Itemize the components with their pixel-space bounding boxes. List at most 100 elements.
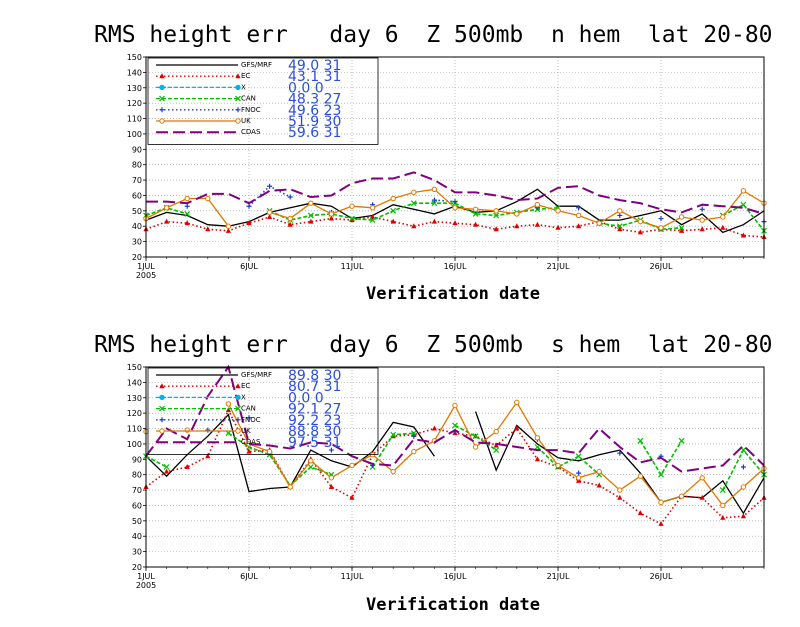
- data-point-ec: [184, 220, 190, 226]
- series-line-gfsmrf: [474, 411, 765, 515]
- y-tick-label: 60: [132, 191, 142, 200]
- data-point-fnoc: [576, 205, 582, 211]
- x-tick-label: 11JUL: [341, 572, 364, 581]
- data-point-can: [431, 200, 438, 207]
- legend-marker: [159, 394, 165, 401]
- data-point-can: [163, 464, 170, 470]
- y-tick-label: 60: [132, 501, 142, 510]
- data-point-uk: [596, 220, 602, 226]
- legend-marker: [159, 383, 165, 389]
- data-point-uk: [617, 487, 623, 493]
- data-point-uk: [205, 195, 211, 202]
- y-tick-label: 30: [132, 238, 142, 247]
- y-tick-label: 100: [127, 130, 142, 139]
- legend-entry-value: 88.8 30: [288, 424, 341, 440]
- data-point-ec: [164, 218, 170, 224]
- data-point-uk: [225, 401, 232, 407]
- data-point-can: [534, 444, 541, 450]
- data-point-uk: [431, 186, 438, 193]
- legend-marker: [235, 383, 241, 389]
- data-point-ec: [720, 224, 726, 230]
- data-point-ec: [596, 482, 602, 488]
- data-point-can: [369, 217, 376, 224]
- y-tick-label: 150: [127, 53, 142, 62]
- legend-marker: [235, 417, 241, 423]
- data-point-ec: [493, 442, 499, 448]
- legend-entry-value: 0.0 0: [288, 390, 324, 406]
- legend-entry-value: 43.1 31: [288, 69, 341, 85]
- y-tick-label: 40: [132, 532, 142, 541]
- legend-entry-value: 48.3 27: [288, 92, 341, 108]
- legend-entry-name: CAN: [241, 405, 256, 413]
- legend-entry-value: 92.1 27: [288, 402, 341, 418]
- data-point-ec: [740, 232, 746, 238]
- series-line-can: [722, 448, 765, 491]
- data-point-uk: [411, 448, 417, 455]
- data-point-can: [184, 210, 191, 217]
- data-point-uk: [534, 201, 541, 208]
- data-point-ec: [328, 484, 334, 489]
- y-tick-label: 120: [127, 409, 142, 418]
- data-point-ec: [287, 221, 293, 227]
- data-point-can: [493, 212, 500, 219]
- legend-entry-name: UK: [241, 117, 251, 125]
- data-point-ec: [349, 217, 355, 223]
- legend-entry-value: 92.2 23: [288, 413, 341, 429]
- data-point-can: [616, 223, 623, 230]
- y-tick-label: 110: [127, 425, 142, 434]
- data-point-can: [637, 437, 644, 444]
- series-line-cdas: [146, 171, 765, 215]
- data-point-can: [740, 201, 747, 208]
- data-point-fnoc: [699, 206, 705, 212]
- data-point-uk: [555, 208, 561, 214]
- data-point-ec: [411, 223, 417, 229]
- chart-panel-north: 20 30 40 50 60 70 80 90 100 110 120 130 140 150 1JUL20…: [127, 53, 767, 280]
- y-tick-label: 80: [132, 161, 142, 170]
- x-tick-label: 26JUL: [650, 572, 673, 581]
- legend-box: [147, 367, 379, 455]
- data-point-ec: [514, 223, 520, 229]
- legend-entry-value: 59.6 31: [288, 125, 341, 141]
- y-tick-label: 140: [127, 68, 142, 77]
- data-point-ec: [164, 468, 170, 474]
- data-point-fnoc: [740, 464, 746, 470]
- data-point-uk: [390, 468, 396, 475]
- data-point-uk: [699, 475, 705, 481]
- data-point-ec: [617, 494, 623, 500]
- data-point-fnoc: [267, 183, 273, 189]
- data-point-uk: [575, 475, 582, 481]
- data-point-can: [390, 207, 397, 214]
- legend-entry-name: EC: [241, 72, 250, 80]
- data-point-uk: [740, 484, 747, 490]
- legend-entry-name: CDAS: [241, 128, 261, 136]
- legend-marker: [235, 84, 241, 91]
- data-point-uk: [493, 208, 499, 214]
- data-point-uk: [452, 402, 458, 409]
- y-tick-label: 80: [132, 471, 142, 480]
- data-point-uk: [555, 462, 561, 469]
- data-point-uk: [534, 435, 541, 441]
- data-point-uk: [452, 205, 458, 211]
- data-point-ec: [246, 220, 252, 226]
- data-point-ec: [349, 494, 355, 500]
- legend-entry-value: 0.0 0: [288, 80, 324, 96]
- data-point-can: [658, 471, 664, 478]
- data-point-fnoc: [205, 427, 211, 433]
- data-point-ec: [205, 453, 211, 459]
- data-point-can: [678, 437, 685, 444]
- data-point-can: [307, 212, 314, 219]
- data-point-ec: [699, 226, 705, 232]
- series-line-cdas: [145, 364, 765, 473]
- data-point-uk: [266, 209, 273, 216]
- legend-entry-name: GFS/MRF: [241, 371, 272, 379]
- legend-entry-name: GFS/MRF: [241, 61, 272, 69]
- data-point-ec: [534, 221, 540, 227]
- legend-marker: [235, 107, 241, 113]
- y-tick-label: 70: [132, 486, 142, 495]
- data-point-ec: [308, 218, 314, 224]
- data-point-ec: [370, 214, 376, 219]
- legend-marker: [159, 428, 165, 434]
- data-point-uk: [411, 189, 417, 196]
- data-point-fnoc: [617, 212, 623, 218]
- legend-entry-name: CAN: [241, 95, 256, 103]
